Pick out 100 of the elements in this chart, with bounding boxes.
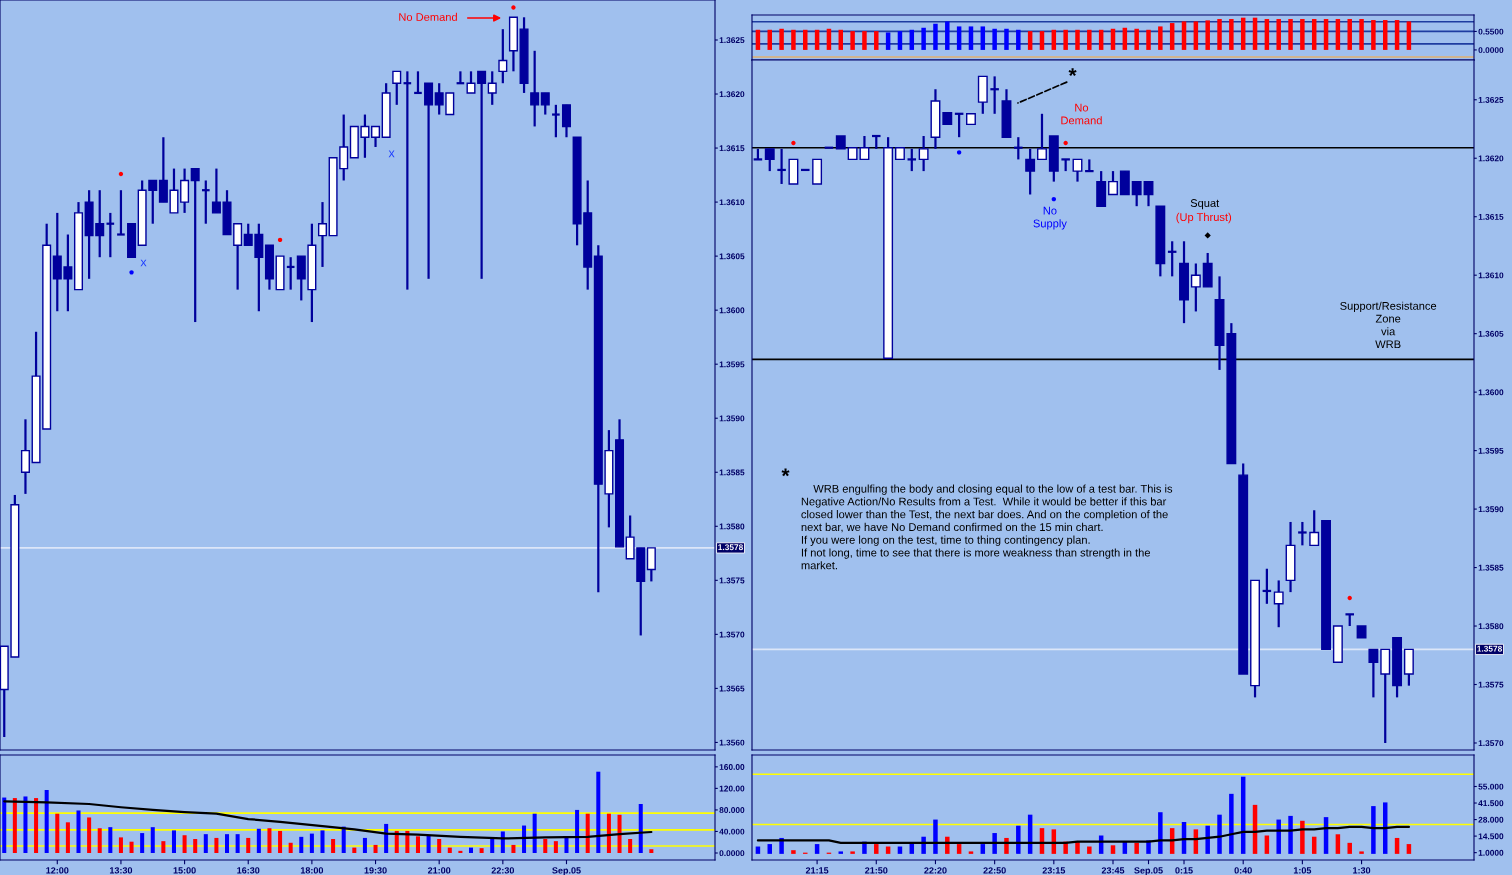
- bar: [575, 809, 580, 853]
- bar: [1335, 834, 1341, 854]
- annotation: No Supply: [1033, 206, 1067, 230]
- bar: [2, 797, 7, 853]
- bar: [956, 844, 962, 854]
- bar: [628, 839, 633, 853]
- candlestick: [1202, 251, 1213, 288]
- bar: [921, 27, 926, 50]
- bar: [1217, 19, 1222, 50]
- bar: [479, 848, 484, 853]
- candlestick: [1072, 158, 1083, 183]
- candlestick: [764, 147, 775, 173]
- x-tick-label: 21:50: [865, 867, 888, 874]
- annotation: No Demand: [399, 12, 457, 21]
- candlestick: [1297, 520, 1308, 547]
- bar: [945, 21, 950, 50]
- bar: [394, 830, 399, 853]
- annotation: x: [140, 259, 147, 267]
- bar: [55, 813, 60, 853]
- bar: [1063, 29, 1068, 50]
- bar: [44, 790, 49, 853]
- bar: [140, 833, 145, 853]
- bar: [1276, 819, 1281, 854]
- bar: [874, 31, 879, 50]
- bar: [1300, 19, 1305, 50]
- candlestick: [424, 82, 434, 280]
- y-tick-label: 1.3600: [1478, 389, 1504, 396]
- bar: [1264, 835, 1270, 854]
- bar: [1371, 806, 1376, 854]
- point: [1347, 595, 1352, 601]
- y-tick-label: 1.0000: [1478, 849, 1504, 856]
- bar: [214, 837, 219, 853]
- bar: [1217, 814, 1222, 854]
- x-tick-label: 0:40: [1234, 867, 1252, 874]
- y-tick-label: 1.3570: [1478, 740, 1504, 747]
- bar: [34, 798, 39, 853]
- point: [277, 237, 283, 243]
- x-tick-label: Sep.05: [552, 867, 581, 875]
- bar: [405, 830, 410, 853]
- y-tick-label: 1.3605: [719, 253, 745, 260]
- point: [1204, 232, 1211, 239]
- y-tick-label: 0.0000: [1478, 47, 1504, 54]
- bar: [1146, 29, 1151, 50]
- bar: [373, 844, 378, 853]
- y-tick-label: 1.3585: [719, 469, 745, 476]
- candlestick: [1273, 579, 1284, 629]
- candlestick: [530, 49, 540, 128]
- bar: [874, 844, 879, 854]
- bar: [1134, 842, 1139, 854]
- candlestick: [487, 70, 497, 106]
- bar: [638, 804, 643, 853]
- candlestick: [180, 167, 190, 215]
- candlestick: [413, 70, 423, 95]
- annotation: Support/Resistance Zone via WRB: [1340, 301, 1437, 349]
- bar: [992, 28, 997, 50]
- bar: [1004, 28, 1009, 50]
- annotation: WRB engulfing the body and closing equal to the low of a test bar. This is Negative Action/No Results from a Test. While it would be better if this bar closed lower than the Test, the next bar does. And on the completion of the next bar, we have No Demand confirmed on the 15 min chart. If you were long on the test, time to thing contingency plan. If not long, time to see that there is more weakness than strength in the market.: [801, 484, 1173, 570]
- candlestick: [906, 147, 918, 173]
- y-tick-label: 1.3580: [1478, 623, 1504, 630]
- candlestick: [371, 125, 381, 149]
- y-tick-label: 1.3615: [1478, 213, 1504, 220]
- candlestick: [116, 189, 126, 236]
- bar: [1181, 21, 1187, 50]
- candlestick: [498, 28, 508, 85]
- candlestick: [918, 134, 929, 173]
- candlestick: [1012, 136, 1024, 161]
- x-tick-label: 0:15: [1175, 867, 1193, 874]
- candlestick: [561, 103, 571, 139]
- bar: [1016, 29, 1021, 50]
- bar: [1075, 29, 1080, 50]
- x-tick-label: Sep.05: [1134, 867, 1163, 875]
- annotation: x: [388, 150, 395, 158]
- y-tick-label: 1.3625: [1478, 96, 1504, 103]
- x-tick-label: 13:30: [109, 867, 133, 874]
- point: [129, 270, 134, 275]
- y-tick-label: 0.5500: [1478, 28, 1504, 35]
- line-series: [3, 800, 653, 840]
- y-tick-label: 1.3620: [1478, 155, 1504, 162]
- bar: [1134, 28, 1139, 50]
- y-tick-label: 40.000: [719, 828, 745, 835]
- bar: [1193, 21, 1199, 50]
- ref-line-label: 1.3578: [718, 544, 744, 551]
- x-tick-label: 23:15: [1042, 867, 1066, 874]
- bar: [278, 830, 283, 853]
- bar: [1359, 851, 1364, 854]
- point: [1051, 196, 1057, 202]
- bar: [362, 837, 367, 853]
- bar: [933, 23, 938, 50]
- bar: [564, 837, 569, 853]
- candlestick: [989, 75, 1001, 115]
- point: [956, 150, 962, 155]
- bar: [87, 817, 92, 853]
- y-tick-label: 1.3590: [719, 415, 745, 422]
- bar: [193, 839, 198, 853]
- bar: [1016, 825, 1021, 854]
- bar: [1394, 20, 1400, 50]
- bar: [511, 844, 516, 853]
- y-tick-label: 1.3605: [1478, 330, 1504, 337]
- bar: [65, 822, 70, 853]
- bar: [850, 851, 855, 854]
